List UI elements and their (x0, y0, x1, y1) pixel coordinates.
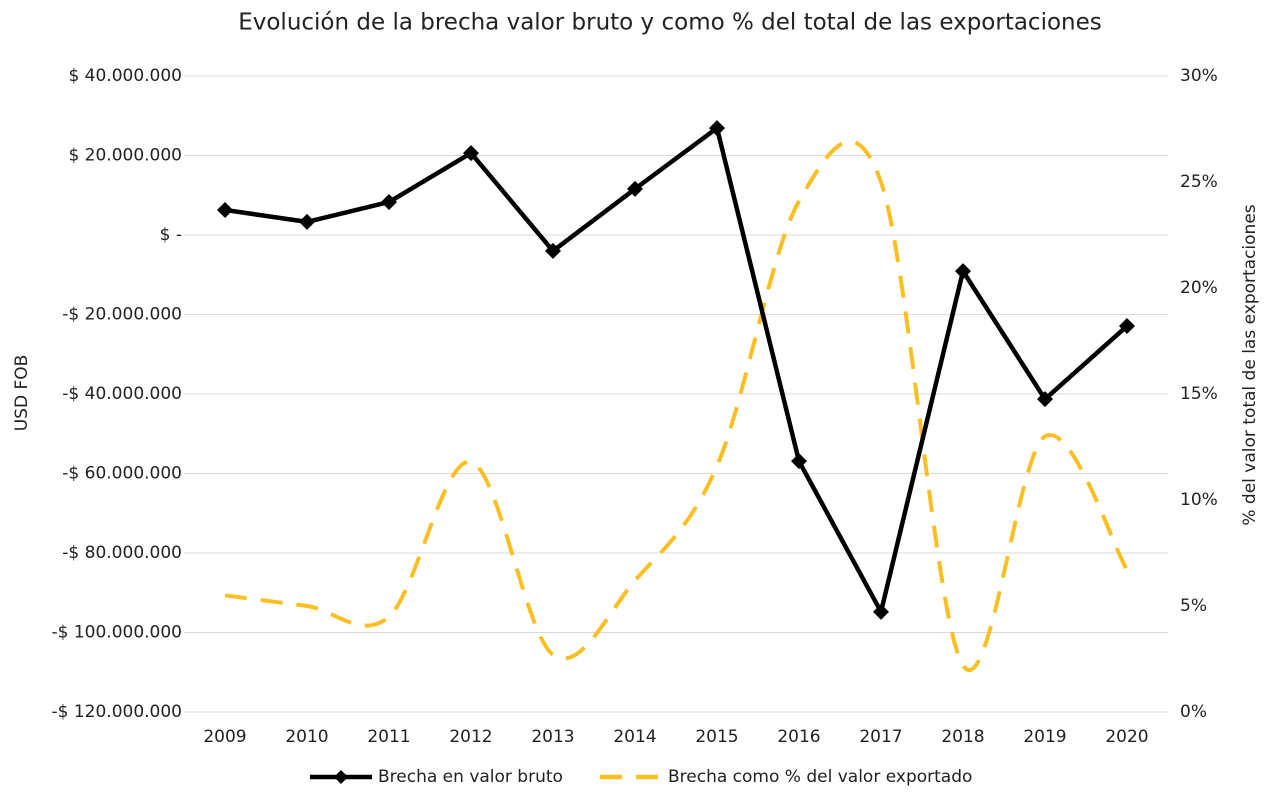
y2-tick-label: 15% (1180, 384, 1218, 404)
marker (299, 213, 315, 230)
x-tick-label: 2015 (695, 727, 738, 747)
y2-axis-label: % del valor total de las exportaciones (1240, 204, 1260, 525)
x-tick-label: 2018 (941, 727, 984, 747)
marker (1119, 318, 1135, 335)
y2-tick-label: 30% (1180, 66, 1218, 86)
y2-tick-label: 20% (1180, 278, 1218, 298)
y-tick-label: -$ 20.000.000 (62, 305, 182, 325)
x-tick-label: 2011 (367, 727, 410, 747)
chart-title: Evolución de la brecha valor bruto y com… (238, 10, 1102, 36)
marker (873, 603, 889, 620)
y-tick-label: $ 40.000.000 (68, 66, 182, 86)
marker (627, 180, 643, 197)
y2-tick-label: 0% (1180, 702, 1207, 722)
y-tick-label: $ 20.000.000 (68, 146, 182, 166)
marker (545, 242, 561, 259)
y2-tick-label: 10% (1180, 490, 1218, 510)
x-tick-label: 2009 (203, 727, 246, 747)
y-tick-label: -$ 80.000.000 (62, 543, 182, 563)
y-axis-label: USD FOB (12, 355, 32, 432)
marker (381, 194, 397, 211)
marker (955, 263, 971, 280)
y-tick-label: -$ 100.000.000 (51, 623, 182, 643)
legend-marker (334, 770, 348, 784)
y-tick-label: -$ 120.000.000 (51, 702, 182, 722)
y-tick-label: -$ 60.000.000 (62, 464, 182, 484)
series-line (224, 125, 1129, 615)
x-tick-label: 2017 (859, 727, 902, 747)
marker (1037, 391, 1053, 408)
marker (463, 145, 479, 162)
y2-tick-label: 5% (1180, 596, 1207, 616)
legend-label: Brecha en valor bruto (378, 767, 563, 787)
x-tick-label: 2014 (613, 727, 656, 747)
series-line (224, 139, 1129, 672)
x-tick-label: 2010 (285, 727, 328, 747)
x-tick-label: 2020 (1105, 727, 1148, 747)
x-tick-label: 2013 (531, 727, 574, 747)
x-tick-label: 2012 (449, 727, 492, 747)
y-tick-label: -$ 40.000.000 (62, 384, 182, 404)
marker (709, 120, 725, 137)
legend-label: Brecha como % del valor exportado (668, 767, 972, 787)
x-tick-label: 2019 (1023, 727, 1066, 747)
x-tick-label: 2016 (777, 727, 820, 747)
marker (791, 453, 807, 470)
marker (217, 201, 233, 218)
y2-tick-label: 25% (1180, 172, 1218, 192)
y-tick-label: $ - (160, 225, 182, 245)
